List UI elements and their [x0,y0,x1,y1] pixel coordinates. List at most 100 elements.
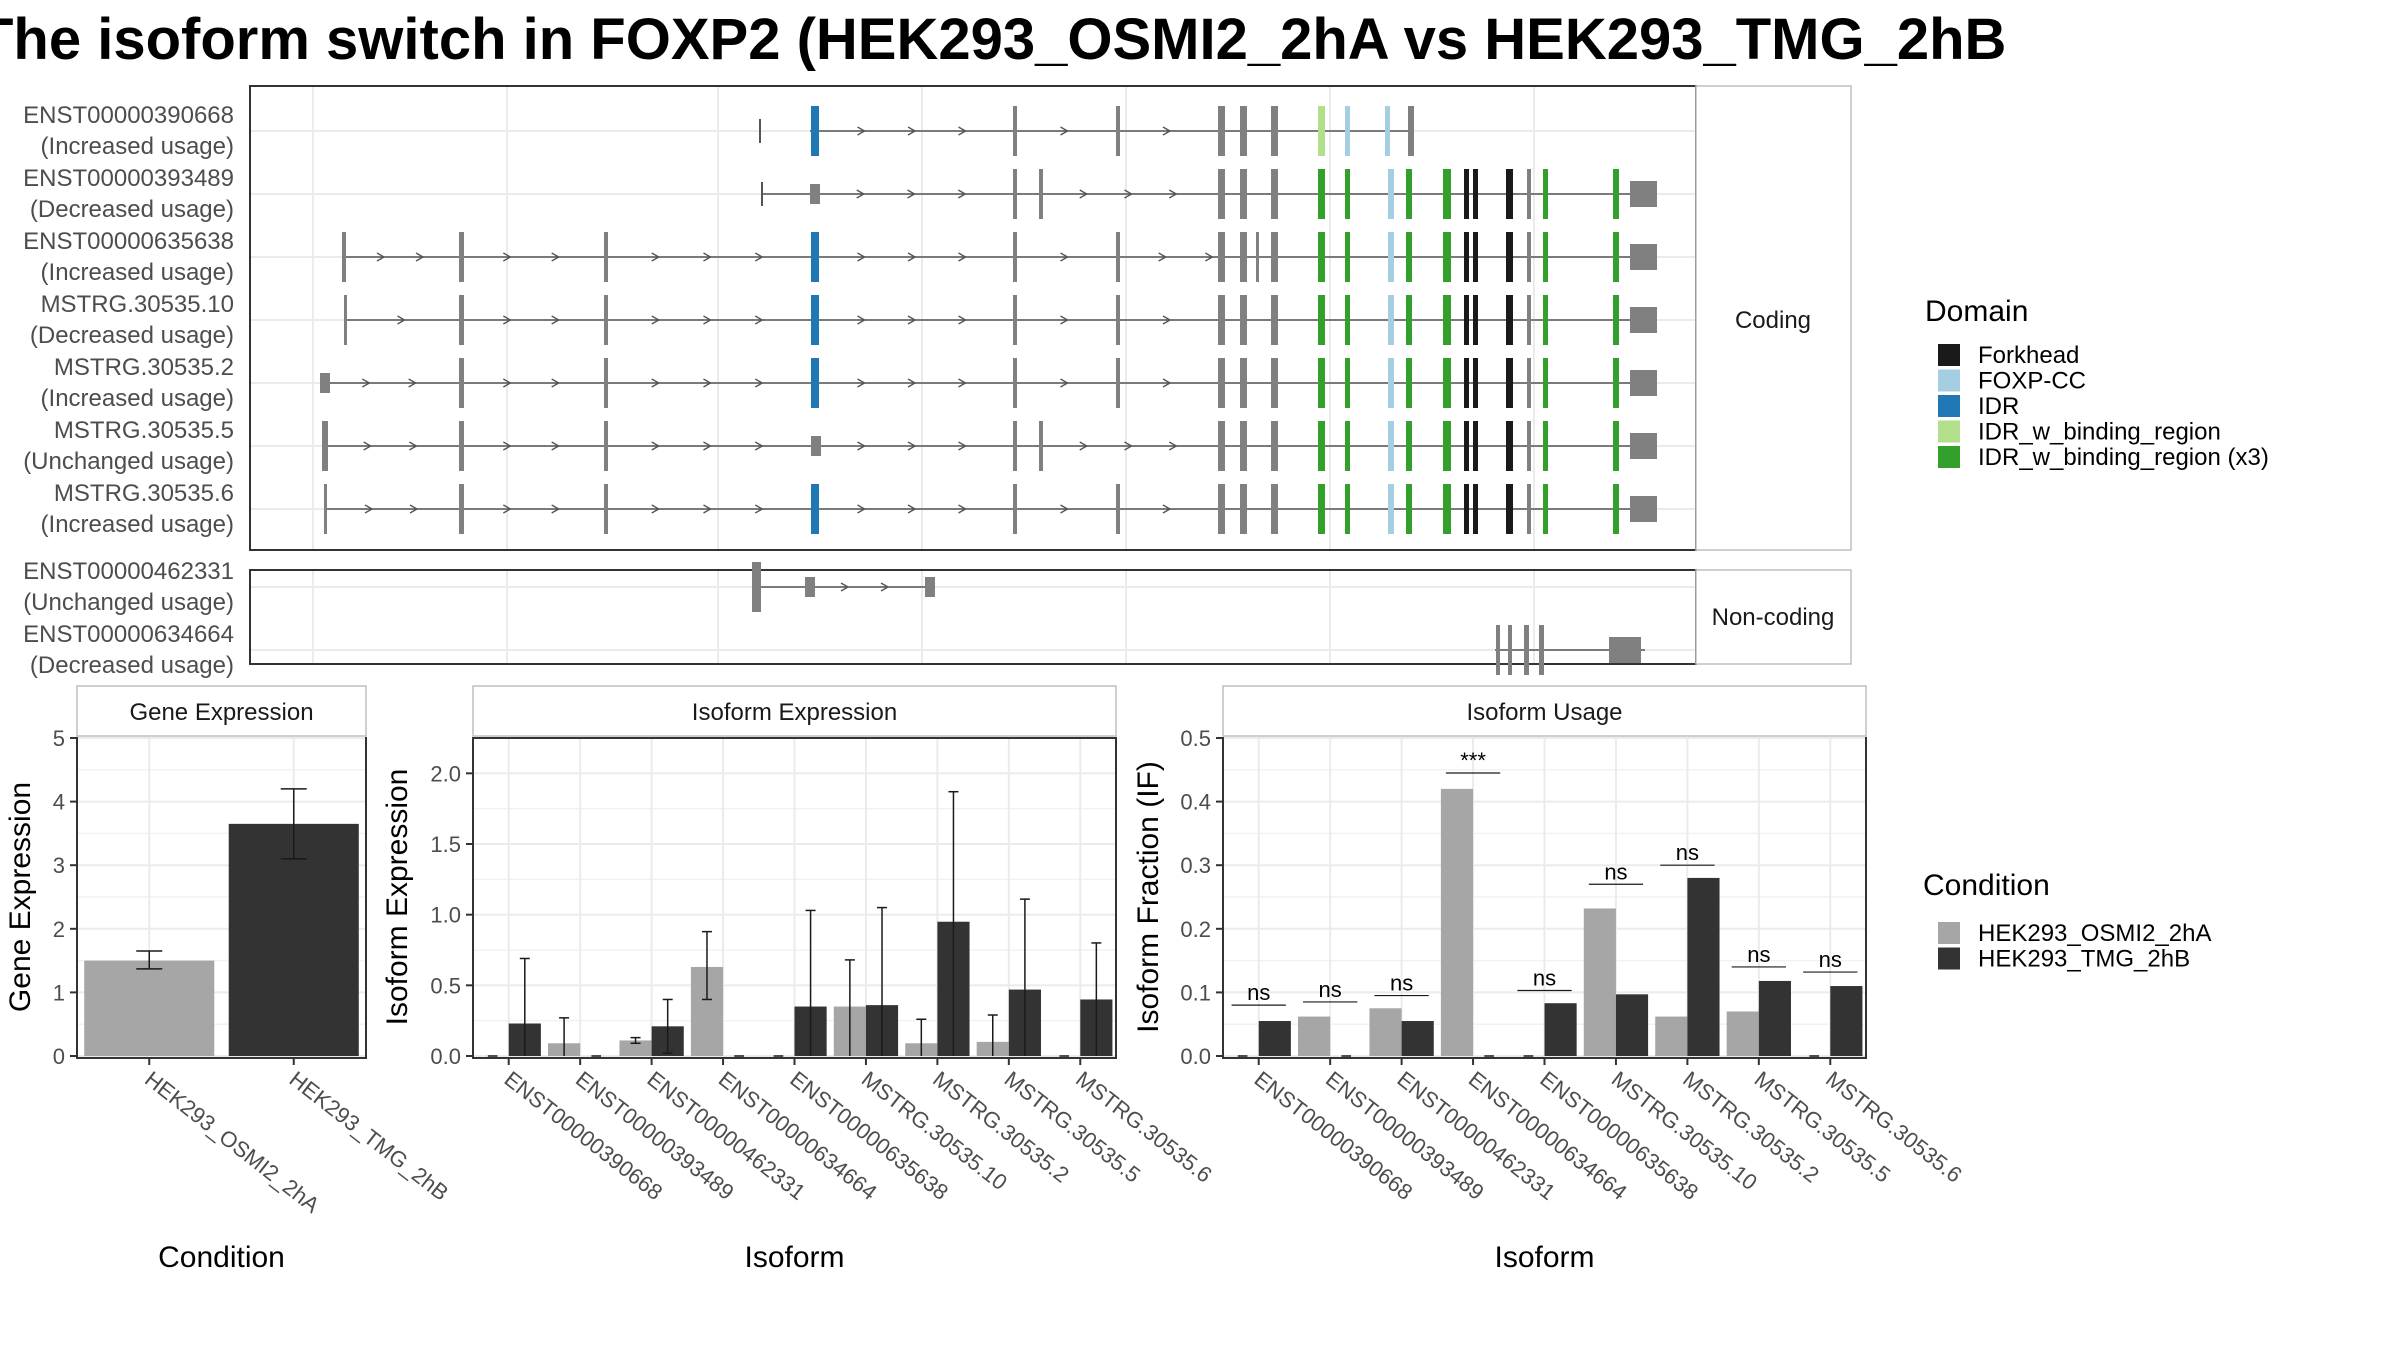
bar [1544,1003,1577,1056]
strand-arrow [958,126,967,136]
strand-arrow [651,504,661,514]
y-axis-label: Isoform Fraction (IF) [1132,761,1165,1033]
exon-block [1318,169,1325,219]
exon-block [1116,295,1120,345]
transcript-labels: ENST00000390668 (Increased usage) ENST0000… [23,102,234,679]
transcript-label: ENST00000393489 [23,165,234,192]
exon-block [1506,358,1513,408]
strand-arrow [1079,189,1089,199]
domain-legend-label: FOXP-CC [1978,368,2086,395]
exon-block [1473,358,1478,408]
y-tick-label: 2 [53,917,65,942]
exon-block [459,358,464,408]
exon-block [1613,421,1619,471]
exon-block [1527,421,1531,471]
coding-strip-label: Coding [1735,307,1811,334]
strand-arrow [376,252,386,262]
strand-arrow [703,252,712,262]
strand-arrow [958,504,967,514]
strand-arrow [907,378,917,388]
exon-block [1406,169,1412,219]
strand-arrow [1168,189,1178,199]
strand-arrow [361,378,371,388]
strand-arrow [754,252,764,262]
strand-arrow [754,315,764,325]
strand-arrow [703,441,712,451]
strand-arrow [754,441,764,451]
strand-arrow [502,315,512,325]
strand-arrow [907,441,917,451]
transcript-label: (Increased usage) [41,259,234,286]
bar [1583,908,1616,1056]
strand-arrow [651,441,661,451]
exon-block [1543,421,1548,471]
condition-legend-title: Condition [1923,869,2050,902]
y-tick-label: 5 [53,726,65,751]
exon-block [1318,232,1325,282]
strand-arrow [907,189,916,199]
exon-block [1116,358,1120,408]
y-tick-label: 0.3 [1180,853,1211,878]
bar [1615,994,1649,1056]
exon-block [604,484,608,534]
bar [1758,980,1791,1056]
exon-block [1464,169,1469,219]
strand-arrow [857,378,866,388]
transcript-track [322,421,1657,471]
exon-block [1506,421,1513,471]
exon-block [1496,625,1500,675]
transcript-track [324,484,1657,534]
condition-legend-label: HEK293_TMG_2hB [1978,946,2190,973]
strand-arrow [1158,252,1168,262]
exon-block [1406,484,1412,534]
exon-block [459,484,464,534]
exon-block [1527,484,1531,534]
exon-block [1388,421,1394,471]
exon-block [1345,169,1350,219]
exon-block [459,232,464,282]
bar-chart-3: Isoform Usage 0.0 0.1 0.2 0.3 0.4 0.5 ns ns ns ***… [1132,685,1967,1274]
strand-arrow [415,252,425,262]
exon-block [1443,169,1451,219]
exon-block [1506,232,1513,282]
chart-strip [76,685,367,737]
exon-block [1385,106,1390,156]
significance-label: ns [1533,965,1556,990]
coding-panel-frame [249,85,1697,551]
transcript-label: MSTRG.30535.10 [41,291,234,318]
strand-arrow [857,252,866,262]
strand-arrow [958,441,967,451]
significance-label: ns [1319,977,1342,1002]
x-axis-label: Condition [158,1241,285,1274]
exon-block [1240,169,1247,219]
domain-legend: Domain ForkheadFOXP-CCIDRIDR_w_binding_r… [1925,295,2269,471]
noncoding-panel-frame [249,569,1697,665]
bar [228,823,359,1056]
domain-legend-label: IDR [1978,393,2019,420]
strand-arrow [408,441,418,451]
exon-block [1630,370,1657,396]
strand-arrow [957,189,967,199]
y-tick-label: 1.5 [430,832,461,857]
y-axis-label: Gene Expression [4,782,37,1012]
exon-block [344,295,347,345]
exon-block [1464,232,1469,282]
exon-block [1543,232,1548,282]
y-tick-label: 0 [53,1044,65,1069]
exon-block [1013,169,1017,219]
exon-block [1543,358,1548,408]
y-tick-label: 0.1 [1180,980,1211,1005]
exon-block [1271,106,1278,156]
y-tick-label: 4 [53,790,65,815]
exon-block [1240,232,1247,282]
exon-block [811,436,821,456]
domain-legend-label: IDR_w_binding_region (x3) [1978,444,2269,471]
bar-chart-1: Gene Expression012345HEK293_OSMI2_2hAHEK… [4,685,453,1274]
strand-arrow [651,252,661,262]
exon-block [604,232,608,282]
condition-legend-label: HEK293_OSMI2_2hA [1978,920,2211,947]
exon-block [1543,169,1548,219]
exon-block [1473,232,1478,282]
